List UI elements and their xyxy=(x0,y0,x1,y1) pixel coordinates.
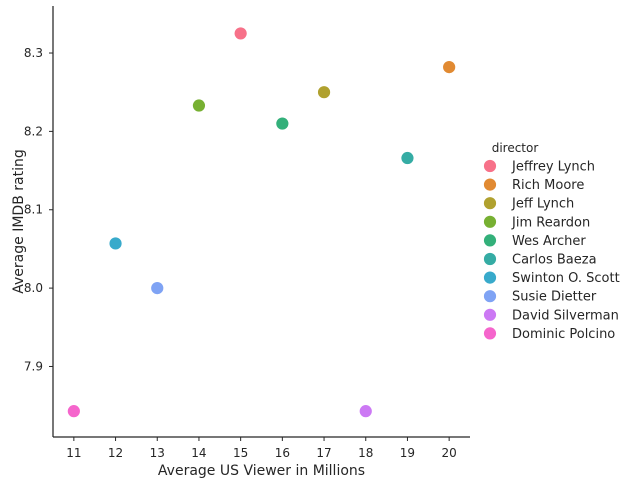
legend-label: Swinton O. Scott xyxy=(512,271,620,286)
legend-label: David Silverman xyxy=(512,308,619,323)
y-tick-label: 8.2 xyxy=(24,124,43,138)
legend-label: Dominic Polcino xyxy=(512,327,615,342)
x-tick-label: 19 xyxy=(400,446,415,460)
legend-label: Jim Reardon xyxy=(511,215,590,230)
x-tick-label: 17 xyxy=(316,446,331,460)
y-tick-label: 8.0 xyxy=(24,281,43,295)
y-tick-label: 8.1 xyxy=(24,203,43,217)
x-tick-label: 11 xyxy=(66,446,81,460)
x-tick-label: 16 xyxy=(275,446,290,460)
legend: director Jeffrey Lynch Rich Moore Jeff Lyn… xyxy=(483,141,620,342)
legend-marker xyxy=(483,233,497,248)
x-tick-label: 12 xyxy=(108,446,123,460)
legend-label: Jeffrey Lynch xyxy=(511,160,595,175)
data-points xyxy=(66,26,457,419)
legend-label: Jeff Lynch xyxy=(511,197,574,212)
legend-marker xyxy=(483,177,497,192)
data-point-carlos-baeza xyxy=(400,151,415,165)
legend-title: director xyxy=(492,141,539,155)
legend-marker xyxy=(483,252,497,266)
legend-marker xyxy=(483,214,497,229)
legend-marker xyxy=(483,159,497,173)
legend-marker xyxy=(483,196,497,211)
legend-marker xyxy=(483,307,497,322)
legend-marker xyxy=(483,289,497,304)
y-axis-label: Average IMDB rating xyxy=(11,149,27,293)
x-axis-label: Average US Viewer in Millions xyxy=(158,463,365,479)
data-point-rich-moore xyxy=(442,60,457,75)
legend-label: Carlos Baeza xyxy=(512,253,597,268)
data-point-jeff-lynch xyxy=(317,85,331,100)
legend-label: Susie Dietter xyxy=(512,290,597,305)
data-point-dominic-polcino xyxy=(66,404,81,419)
x-tick-label: 15 xyxy=(233,446,248,460)
data-point-jim-reardon xyxy=(192,98,206,113)
data-point-susie-dietter xyxy=(150,281,165,296)
legend-marker xyxy=(483,326,497,341)
legend-label: Wes Archer xyxy=(512,234,586,249)
y-tick-label: 7.9 xyxy=(24,359,43,373)
data-point-wes-archer xyxy=(275,116,290,131)
data-point-swinton-o-scott xyxy=(108,236,123,251)
legend-marker xyxy=(483,270,497,285)
legend-label: Rich Moore xyxy=(512,178,584,193)
x-tick-label: 13 xyxy=(150,446,165,460)
x-tick-label: 14 xyxy=(191,446,206,460)
x-tick-label: 18 xyxy=(358,446,373,460)
y-tick-label: 8.3 xyxy=(24,46,43,60)
data-point-david-silverman xyxy=(358,404,373,419)
x-tick-label: 20 xyxy=(442,446,457,460)
data-point-jeffrey-lynch xyxy=(233,26,248,41)
axes: 11 12 13 14 15 16 17 18 19 20 7.9 8.0 8.1 8.2 8.3 xyxy=(24,6,470,460)
